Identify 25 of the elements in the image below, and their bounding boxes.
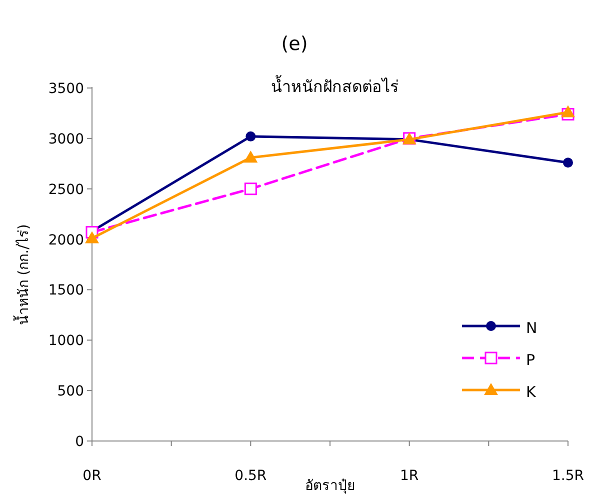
y-tick-label: 3000 <box>48 131 84 148</box>
point <box>85 231 99 244</box>
point <box>561 105 575 118</box>
x-axis-title: อัตราปุ๋ย <box>305 478 355 494</box>
x-tick-label: 0.5R <box>234 468 267 484</box>
x-tick-label: 1R <box>400 468 419 484</box>
point <box>246 131 256 142</box>
legend-label: K <box>526 383 537 401</box>
point <box>244 150 258 163</box>
y-tick-label: 1000 <box>48 333 84 350</box>
point <box>563 158 573 168</box>
y-tick-label: 500 <box>57 384 84 400</box>
y-tick-label: 2000 <box>48 232 84 248</box>
x-tick-label: 1.5R <box>552 468 584 484</box>
y-tick-label: 2500 <box>48 182 84 198</box>
legend-label: P <box>526 351 536 369</box>
x-tick-label: 0R <box>82 468 102 484</box>
chart-title: (e) <box>281 33 308 55</box>
y-axis-title: น้ำหนัก (กก./ไร่) <box>13 224 32 325</box>
y-tick-label: 0 <box>75 434 84 450</box>
chart-subtitle: น้ำหนักฝักสดต่อไร่ <box>271 75 399 96</box>
legend-label: N <box>526 319 538 337</box>
y-tick-label: 1500 <box>48 282 84 299</box>
y-tick-label: 3500 <box>48 81 84 97</box>
point <box>244 182 257 196</box>
